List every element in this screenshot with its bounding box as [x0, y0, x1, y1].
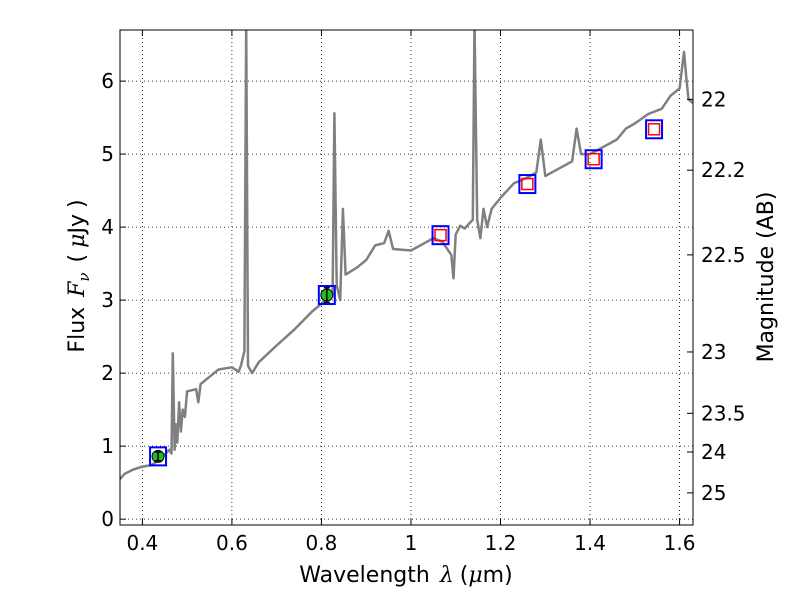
y-tick-label: 4: [101, 215, 114, 239]
model-photometry-point: [645, 119, 664, 140]
observed-photometry-point: [647, 123, 661, 136]
y-axis-label: FluxFν(μJy): [65, 199, 93, 352]
x-axis-label: Wavelength λ (μm): [299, 563, 512, 588]
y-tick-label: 6: [101, 69, 114, 93]
x-tick-label: 1: [405, 531, 418, 555]
y2-tick-label: 23: [701, 340, 726, 364]
y2-tick-label: 24: [701, 440, 726, 464]
model-photometry-point: [518, 174, 537, 195]
series-layer: [120, 30, 693, 480]
model-photometry-point: [584, 149, 603, 170]
y-tick-label: 3: [101, 288, 114, 312]
y-tick-label: 2: [101, 361, 114, 385]
y2-tick-label: 22.5: [701, 243, 746, 267]
x-tick-label: 1.2: [485, 531, 517, 555]
x-tick-label: 0.6: [216, 531, 248, 555]
plot-frame: [119, 29, 694, 526]
y2-tick-label: 23.5: [701, 401, 746, 425]
x-tick-label: 1.4: [574, 531, 606, 555]
grid: [120, 30, 693, 525]
observed-photometry-point: [434, 228, 447, 242]
y2-tick-label: 22.2: [701, 158, 746, 182]
observed-photometry-point: [587, 152, 600, 166]
y-tick-label: 0: [101, 507, 114, 531]
plot-background: [120, 30, 693, 525]
y-tick-label: 1: [101, 434, 114, 458]
ticks: 0.4 0.6 0.8 1 1.2 1.4 1.601234562222.222.52323…: [101, 30, 746, 555]
y2-tick-label: 22: [701, 87, 726, 111]
y2-axis-label: Magnitude (AB): [754, 192, 779, 363]
observed-photometry-point: [521, 177, 534, 191]
y2-tick-label: 25: [701, 481, 726, 505]
x-tick-label: 0.8: [306, 531, 338, 555]
y-tick-label: 5: [101, 142, 114, 166]
x-tick-label: 0.4: [126, 531, 158, 555]
x-tick-label: 1.6: [664, 531, 696, 555]
model-photometry-point: [149, 446, 168, 467]
marker-layer: [149, 119, 664, 467]
model-photometry-point: [317, 285, 336, 306]
model-photometry-point: [431, 225, 450, 246]
spectrum-line: [120, 30, 693, 480]
